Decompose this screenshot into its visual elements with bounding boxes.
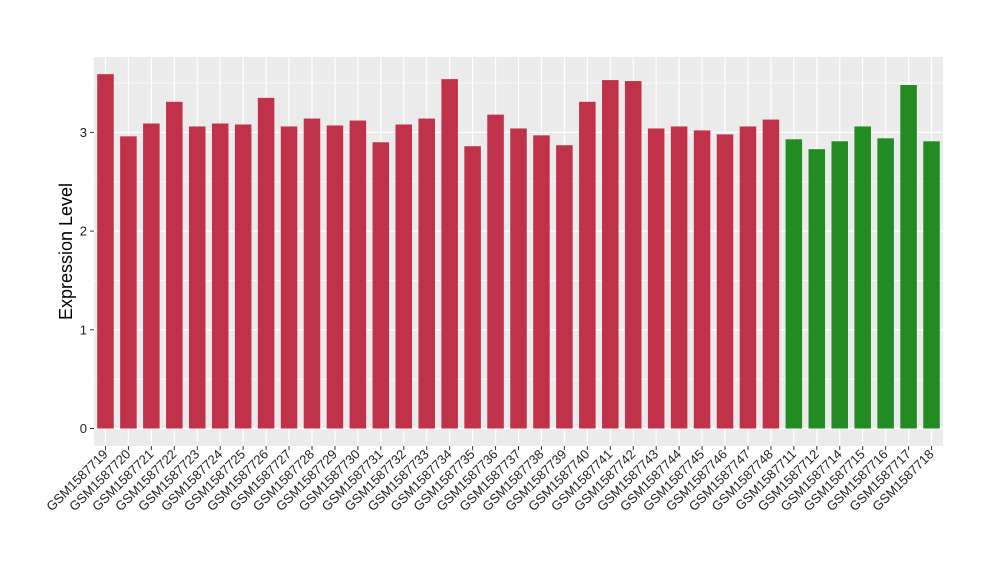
bar-GSM1587723 [188,126,206,429]
bar-GSM1587740 [579,101,596,429]
bar-GSM1587732 [395,124,413,429]
bar-GSM1587748 [762,119,780,429]
y-tick-label: 2 [80,224,87,239]
y-tick-label: 3 [80,125,87,140]
bar-GSM1587739 [556,145,573,429]
bar-GSM1587733 [418,118,435,429]
bar-GSM1587711 [785,139,803,429]
bar-GSM1587729 [326,125,344,429]
bar-GSM1587734 [441,79,458,429]
y-axis: 0 1 2 3 [80,125,94,436]
bar-GSM1587724 [211,123,229,429]
bar-GSM1587747 [739,126,757,429]
bar-GSM1587725 [234,124,252,429]
bar-GSM1587745 [693,130,711,429]
bar-GSM1587730 [349,120,367,429]
bars [97,74,940,429]
y-tick-label: 0 [80,421,87,436]
bar-GSM1587720 [120,136,137,429]
bar-GSM1587731 [372,142,390,429]
bar-GSM1587738 [533,135,550,429]
bar-GSM1587742 [624,81,642,429]
bar-GSM1587716 [877,138,894,429]
bar-GSM1587722 [166,101,183,429]
bar-GSM1587718 [923,141,940,429]
bar-GSM1587741 [602,80,619,429]
bar-GSM1587726 [257,97,275,429]
y-tick-label: 1 [80,322,87,337]
bar-GSM1587746 [716,134,734,429]
bar-GSM1587714 [831,141,849,429]
bar-GSM1587744 [670,126,688,429]
x-axis: GSM1587719GSM1587720GSM1587721GSM1587722… [43,446,937,514]
bar-GSM1587735 [464,146,481,429]
bar-GSM1587719 [97,74,114,429]
bar-GSM1587743 [647,128,665,429]
bar-GSM1587721 [143,123,160,429]
y-axis-title: Expression Level [56,183,76,320]
bar-GSM1587737 [510,128,527,429]
bar-GSM1587712 [808,149,826,429]
bar-GSM1587728 [303,118,321,429]
bar-GSM1587715 [854,126,871,429]
bar-GSM1587727 [280,126,298,429]
bar-GSM1587717 [900,85,917,429]
bar-GSM1587736 [487,114,504,429]
